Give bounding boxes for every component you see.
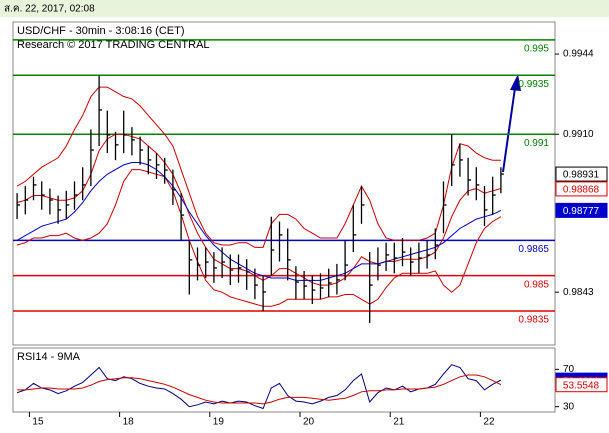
x-tick-label: 21 — [393, 417, 405, 428]
y-tick-label: 30 — [563, 401, 575, 412]
timestamp: ส.ค. 22, 2017, 02:08 — [4, 4, 95, 15]
rsi-line — [17, 374, 502, 405]
y-tick-label: 0.9944 — [563, 49, 594, 60]
price-marker — [555, 166, 608, 182]
x-tick-label: 18 — [123, 417, 135, 428]
price-marker-label: 0.98777 — [563, 206, 600, 217]
y-tick-label: 0.9843 — [563, 287, 594, 298]
header-band — [0, 0, 609, 17]
rsi-plot — [12, 347, 556, 413]
price-marker-label: 0.98868 — [563, 185, 600, 196]
level-label: 0.9865 — [518, 244, 549, 255]
level-label: 0.995 — [524, 44, 549, 55]
forecast-arrow — [502, 87, 516, 173]
price-plot — [12, 21, 556, 346]
x-tick-label: 19 — [213, 417, 225, 428]
level-label: 0.9835 — [518, 315, 549, 326]
price-marker — [555, 202, 608, 218]
chart-title: USD/CHF - 30min - 3:08:16 (CET) — [17, 25, 184, 37]
x-tick-label: 22 — [483, 417, 495, 428]
level-label: 0.991 — [524, 138, 549, 149]
y-tick-label: 70 — [563, 364, 575, 375]
x-tick-label: 20 — [303, 417, 315, 428]
price-marker-label: 53.5548 — [563, 380, 600, 391]
forecast-arrowhead — [510, 74, 521, 91]
level-label: 0.9935 — [518, 79, 549, 90]
chart-subtitle: Research © 2017 TRADING CENTRAL — [17, 39, 210, 51]
x-tick-label: 15 — [32, 417, 44, 428]
price-marker — [555, 377, 608, 393]
overlay-line — [16, 162, 502, 281]
level-label: 0.985 — [524, 279, 549, 290]
overlay-line — [16, 133, 502, 286]
y-tick-label: 0.9910 — [563, 129, 594, 140]
overlay-line — [16, 169, 502, 307]
rsi-title: RSI14 - 9MA — [17, 351, 81, 363]
price-marker-label: 0.98931 — [563, 170, 600, 181]
overlay-line — [16, 86, 501, 248]
price-marker — [555, 181, 608, 197]
